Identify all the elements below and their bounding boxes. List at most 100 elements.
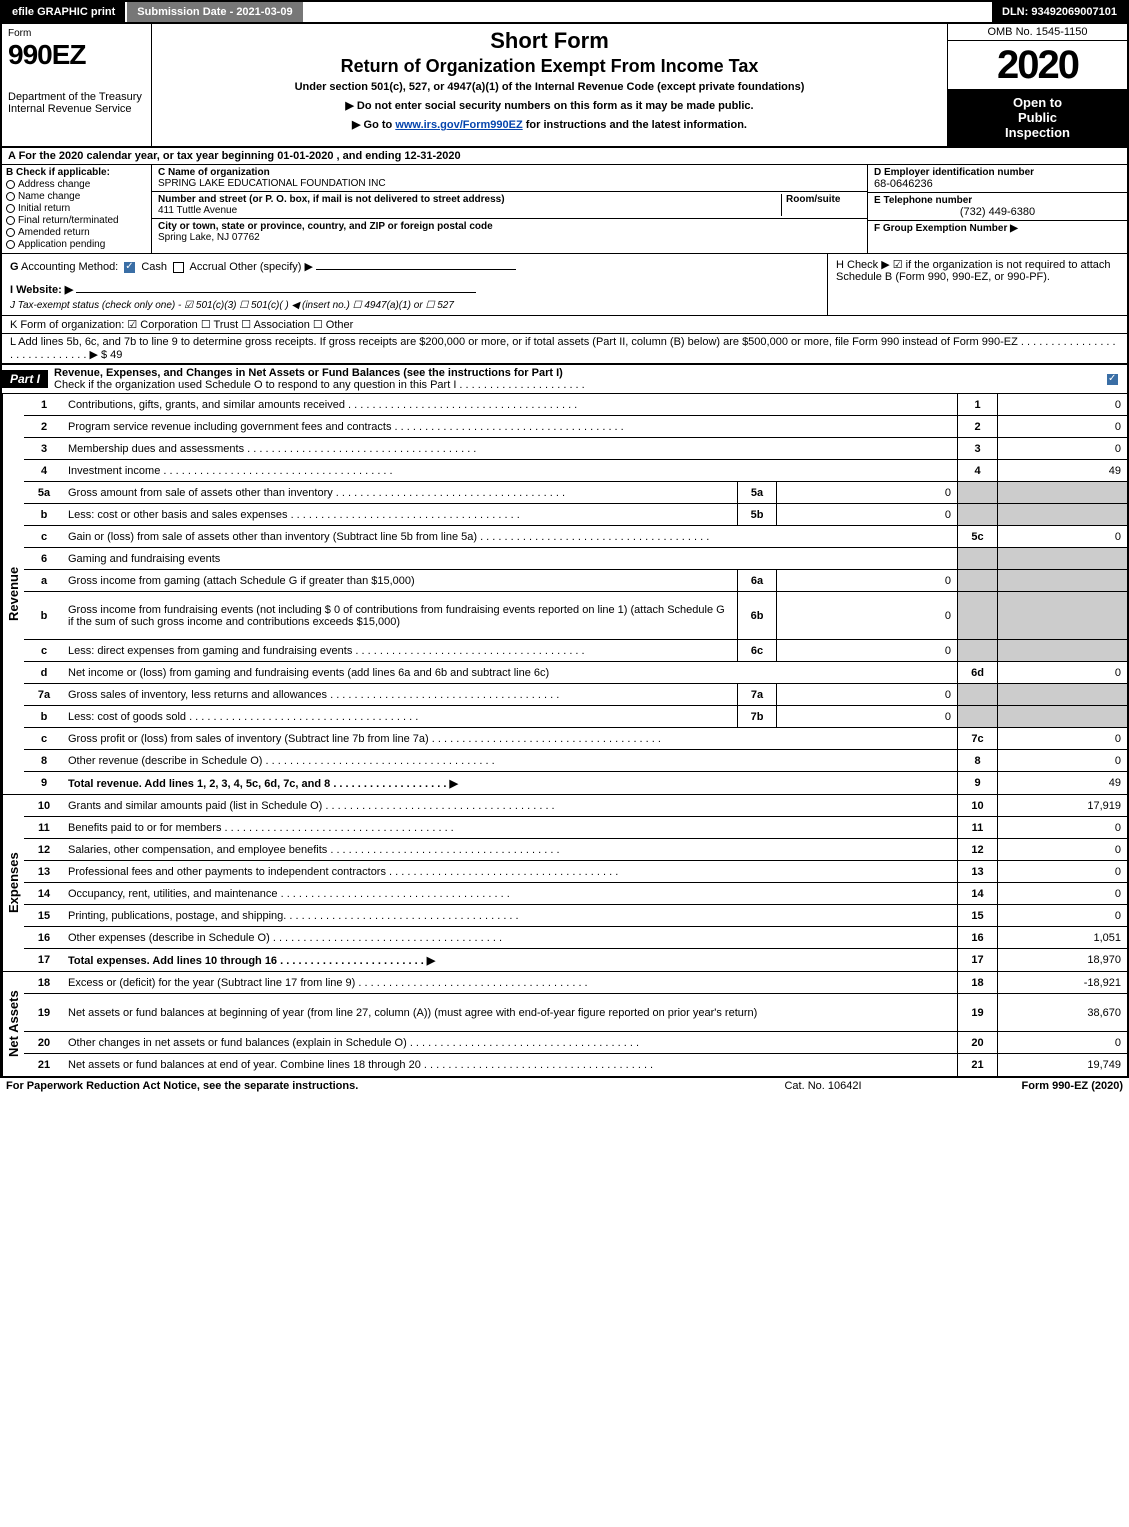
warning-ssn: ▶ Do not enter social security numbers o…	[160, 99, 939, 112]
l10-rv: 17,919	[997, 795, 1127, 816]
street-label: Number and street (or P. O. box, if mail…	[158, 194, 781, 205]
top-bar: efile GRAPHIC print Submission Date - 20…	[0, 0, 1129, 24]
l8-desc: Other revenue (describe in Schedule O)	[64, 753, 957, 769]
l6b-rn	[957, 592, 997, 639]
line-l: L Add lines 5b, 6c, and 7b to line 9 to …	[0, 334, 1129, 364]
l16-rv: 1,051	[997, 927, 1127, 948]
l10-num: 10	[24, 798, 64, 814]
chk-name-change[interactable]: Name change	[6, 191, 147, 202]
l6a-rn	[957, 570, 997, 591]
form-id: Form 990EZ Department of the Treasury In…	[2, 24, 152, 146]
chk-initial-return[interactable]: Initial return	[6, 203, 147, 214]
l6b-mn: 6b	[737, 592, 777, 639]
l9-num: 9	[24, 775, 64, 791]
l7a-desc: Gross sales of inventory, less returns a…	[64, 687, 737, 703]
part-1-schedule-o-checkbox[interactable]	[1107, 374, 1118, 385]
l7c-num: c	[24, 731, 64, 747]
section-gh: G Accounting Method: Cash Accrual Other …	[0, 254, 1129, 316]
l5b-mv: 0	[777, 504, 957, 525]
l6d-desc: Net income or (loss) from gaming and fun…	[64, 665, 957, 681]
l7b-num: b	[24, 709, 64, 725]
l7a-mv: 0	[777, 684, 957, 705]
l6-rn	[957, 548, 997, 569]
l15-rn: 15	[957, 905, 997, 926]
l7a-rn	[957, 684, 997, 705]
l5a-mn: 5a	[737, 482, 777, 503]
l6c-desc: Less: direct expenses from gaming and fu…	[64, 643, 737, 659]
l5c-num: c	[24, 529, 64, 545]
dept-irs: Internal Revenue Service	[8, 103, 145, 115]
l12-rn: 12	[957, 839, 997, 860]
l10-rn: 10	[957, 795, 997, 816]
l15-desc: Printing, publications, postage, and shi…	[64, 908, 957, 924]
l6-num: 6	[24, 551, 64, 567]
l19-desc: Net assets or fund balances at beginning…	[64, 1005, 957, 1021]
chk-amended-return[interactable]: Amended return	[6, 227, 147, 238]
footer-form-ref: Form 990-EZ (2020)	[923, 1080, 1123, 1092]
chk-application-pending[interactable]: Application pending	[6, 239, 147, 250]
form-label: Form	[8, 28, 145, 39]
chk-accrual[interactable]	[173, 262, 184, 273]
l6c-num: c	[24, 643, 64, 659]
instructions-link[interactable]: www.irs.gov/Form990EZ	[395, 119, 522, 131]
l8-rn: 8	[957, 750, 997, 771]
l5c-desc: Gain or (loss) from sale of assets other…	[64, 529, 957, 545]
l1-rn: 1	[957, 394, 997, 415]
l5c-rn: 5c	[957, 526, 997, 547]
l4-desc: Investment income	[64, 463, 957, 479]
phone-value: (732) 449-6380	[874, 206, 1121, 218]
l17-desc: Total expenses. Add lines 10 through 16 …	[64, 952, 957, 969]
instructions-link-line: ▶ Go to www.irs.gov/Form990EZ for instru…	[160, 118, 939, 131]
l5a-mv: 0	[777, 482, 957, 503]
l21-num: 21	[24, 1057, 64, 1073]
l20-desc: Other changes in net assets or fund bala…	[64, 1035, 957, 1051]
part-1-table: Revenue 1Contributions, gifts, grants, a…	[0, 394, 1129, 1078]
l5b-rv	[997, 504, 1127, 525]
revenue-lines: 1Contributions, gifts, grants, and simil…	[24, 394, 1127, 794]
l6c-rn	[957, 640, 997, 661]
l8-num: 8	[24, 753, 64, 769]
l5a-rv	[997, 482, 1127, 503]
l20-num: 20	[24, 1035, 64, 1051]
submission-date-button[interactable]: Submission Date - 2021-03-09	[125, 2, 304, 22]
l9-desc: Total revenue. Add lines 1, 2, 3, 4, 5c,…	[64, 775, 957, 792]
l17-rv: 18,970	[997, 949, 1127, 971]
ein-label: D Employer identification number	[874, 167, 1121, 178]
org-name-label: C Name of organization	[158, 167, 861, 178]
l6d-rn: 6d	[957, 662, 997, 683]
part-1-tag: Part I	[2, 370, 48, 388]
l11-rn: 11	[957, 817, 997, 838]
l6-desc: Gaming and fundraising events	[64, 551, 957, 567]
l1-desc: Contributions, gifts, grants, and simila…	[64, 397, 957, 413]
chk-final-return[interactable]: Final return/terminated	[6, 215, 147, 226]
side-revenue: Revenue	[2, 394, 24, 794]
l7a-num: 7a	[24, 687, 64, 703]
chk-final-return-label: Final return/terminated	[18, 215, 119, 226]
l16-num: 16	[24, 930, 64, 946]
part-1-title: Revenue, Expenses, and Changes in Net As…	[48, 365, 1098, 393]
chk-address-change[interactable]: Address change	[6, 179, 147, 190]
l14-num: 14	[24, 886, 64, 902]
l11-desc: Benefits paid to or for members	[64, 820, 957, 836]
chk-initial-return-label: Initial return	[18, 203, 70, 214]
l2-desc: Program service revenue including govern…	[64, 419, 957, 435]
l5a-desc: Gross amount from sale of assets other t…	[64, 485, 737, 501]
form-title-2: Return of Organization Exempt From Incom…	[160, 56, 939, 77]
line-g: G Accounting Method: Cash Accrual Other …	[10, 258, 819, 273]
section-b: B Check if applicable: Address change Na…	[2, 165, 152, 253]
l20-rv: 0	[997, 1032, 1127, 1053]
l6b-rv	[997, 592, 1127, 639]
side-expenses: Expenses	[2, 795, 24, 971]
expense-lines: 10Grants and similar amounts paid (list …	[24, 795, 1127, 971]
l18-rv: -18,921	[997, 972, 1127, 993]
l3-num: 3	[24, 441, 64, 457]
l9-rn: 9	[957, 772, 997, 794]
netasset-lines: 18Excess or (deficit) for the year (Subt…	[24, 972, 1127, 1076]
chk-cash[interactable]	[124, 262, 135, 273]
l15-rv: 0	[997, 905, 1127, 926]
efile-print-button[interactable]: efile GRAPHIC print	[2, 2, 125, 22]
l2-num: 2	[24, 419, 64, 435]
l6b-mv: 0	[777, 592, 957, 639]
section-def: D Employer identification number 68-0646…	[867, 165, 1127, 253]
chk-application-pending-label: Application pending	[18, 239, 105, 250]
